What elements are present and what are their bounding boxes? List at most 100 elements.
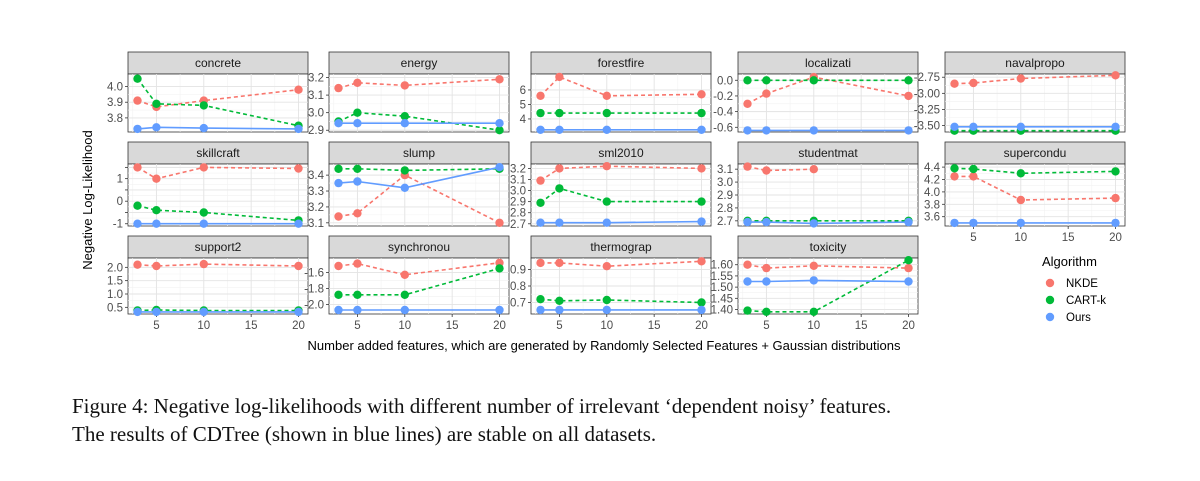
y-tick-label: -1: [113, 219, 123, 231]
data-point-ours: [743, 277, 752, 286]
x-tick-label: 15: [446, 320, 459, 332]
panel-energy: energy 2.9 3.0 3.1 3.2: [308, 51, 510, 137]
data-point-ours: [1016, 218, 1025, 228]
y-tick-label: 4.2: [924, 175, 940, 187]
x-tick-label: 15: [648, 320, 661, 332]
x-tick-label: 10: [398, 320, 411, 332]
facet-label: localizati: [805, 56, 851, 70]
series-line-nkde: [954, 74, 1116, 85]
y-tick-label: 2.7: [510, 219, 526, 231]
y-tick-label: 3.2: [308, 73, 324, 85]
y-tick-label: 4.0: [107, 82, 123, 94]
facet-label: skillcraft: [196, 146, 240, 160]
data-point-nkde: [133, 163, 142, 172]
data-point-nkde: [400, 270, 409, 279]
series-line-nkde: [954, 175, 1116, 201]
series-line-nkde: [338, 174, 500, 224]
panel-synchronou: synchronou -2.0 -1.8 -1.6 5 10 15 20: [304, 235, 510, 332]
data-point-nkde: [495, 218, 504, 227]
data-point-ours: [555, 125, 564, 134]
y-tick-label: 0.9: [510, 265, 526, 277]
data-point-nkde: [294, 164, 303, 173]
x-tick-label: 5: [763, 320, 769, 332]
series-line-cart-k: [137, 309, 299, 312]
y-tick-label: 2.0: [107, 262, 123, 274]
data-point-nkde: [697, 164, 706, 173]
y-tick-label: 2.9: [717, 190, 733, 202]
legend-key-cart-k: [1045, 295, 1055, 305]
series-line-cart-k: [540, 298, 702, 304]
legend-title: Algorithm: [1042, 254, 1097, 269]
panel-navalpropo: navalpropo -3.50 -3.25 -3.00 -2.75: [914, 51, 1126, 135]
data-point-nkde: [809, 261, 818, 270]
y-tick-label: 3.9: [107, 97, 123, 109]
data-point-cart-k: [400, 166, 409, 175]
data-point-nkde: [904, 91, 913, 101]
data-point-nkde: [353, 259, 362, 268]
data-point-cart-k: [602, 295, 611, 305]
y-tick-label: -0.4: [713, 107, 733, 119]
x-tick-label: 20: [695, 320, 708, 332]
series-line-nkde: [747, 76, 909, 105]
y-tick-label: 3.8: [107, 113, 123, 125]
y-tick-label: 3.1: [717, 164, 733, 176]
data-point-nkde: [536, 91, 545, 101]
data-point-ours: [809, 276, 818, 285]
data-point-nkde: [133, 260, 142, 269]
data-point-nkde: [950, 172, 959, 181]
data-point-cart-k: [495, 264, 504, 273]
data-point-cart-k: [950, 164, 959, 173]
data-point-nkde: [602, 91, 611, 101]
caption-line-1: Figure 4: Negative log-likelihoods with …: [72, 394, 892, 418]
data-point-ours: [602, 218, 611, 227]
series-line-nkde: [539, 75, 702, 97]
data-point-cart-k: [400, 112, 409, 121]
y-tick-label: 2.8: [510, 208, 526, 220]
y-tick-label: 3.3: [308, 186, 324, 198]
legend-label: NKDE: [1066, 278, 1098, 290]
data-point-ours: [555, 218, 564, 227]
series-line-nkde: [747, 165, 814, 172]
series-line-nkde: [747, 263, 909, 269]
data-point-cart-k: [536, 108, 545, 118]
data-point-cart-k: [152, 99, 161, 109]
series-line-ours: [540, 220, 702, 224]
legend-key-nkde: [1045, 278, 1055, 288]
data-point-ours: [1016, 122, 1025, 131]
data-point-nkde: [762, 166, 771, 175]
data-point-cart-k: [555, 296, 564, 305]
data-point-cart-k: [809, 76, 818, 85]
data-point-cart-k: [1016, 169, 1025, 178]
data-point-cart-k: [809, 307, 818, 316]
data-point-cart-k: [697, 298, 706, 307]
data-point-nkde: [133, 96, 142, 105]
data-point-nkde: [697, 257, 706, 266]
y-tick-label: -0.2: [713, 91, 733, 103]
data-point-nkde: [743, 99, 752, 109]
data-point-ours: [809, 219, 818, 228]
data-point-nkde: [697, 90, 706, 99]
y-tick-label: 0.0: [717, 75, 733, 87]
x-tick-label: 20: [493, 320, 506, 332]
data-point-ours: [743, 126, 752, 135]
y-tick-label: 2.9: [510, 197, 526, 209]
x-tick-label: 10: [197, 320, 210, 332]
data-point-ours: [536, 305, 545, 315]
y-tick-label: 3.6: [924, 212, 940, 224]
data-point-nkde: [334, 212, 343, 221]
data-point-nkde: [555, 164, 564, 173]
y-tick-label: -3.50: [914, 121, 940, 133]
series-line-cart-k: [136, 78, 299, 127]
panel-sml2010: sml2010 2.72.82.93.03.13.2: [510, 141, 712, 231]
data-point-ours: [904, 217, 913, 227]
panel-support2: support2 0.51.01.5 2.0 5 10 15 20: [107, 235, 309, 332]
data-point-nkde: [334, 83, 343, 93]
data-point-ours: [969, 218, 978, 228]
data-point-ours: [400, 183, 409, 192]
facet-label: synchronou: [388, 240, 450, 254]
data-point-ours: [133, 219, 142, 228]
facet-label: concrete: [195, 56, 241, 70]
y-axis-title: Negative Log-Likelihood: [80, 130, 95, 269]
data-point-ours: [334, 178, 343, 188]
data-point-nkde: [969, 172, 978, 181]
